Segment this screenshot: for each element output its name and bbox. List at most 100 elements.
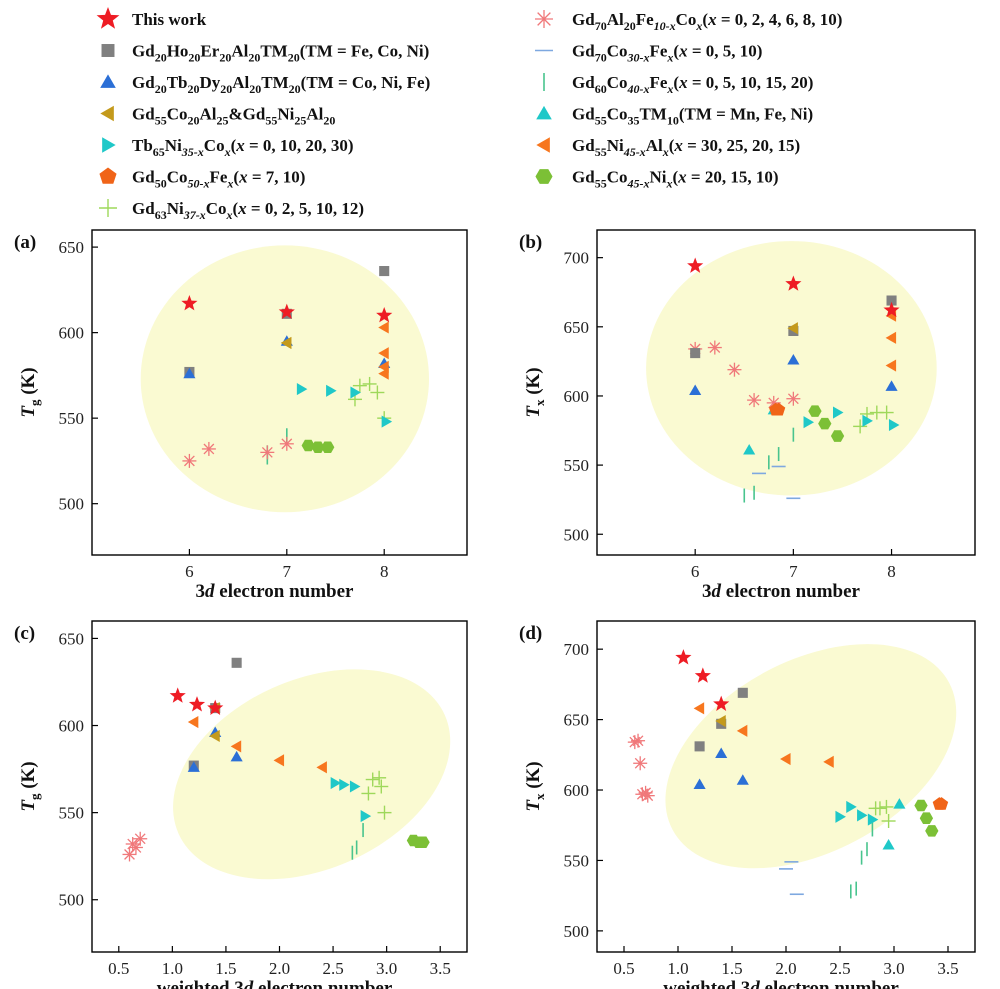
y-tick-label: 650 xyxy=(59,238,85,257)
x-tick-label: 0.5 xyxy=(613,959,634,978)
y-tick-label: 700 xyxy=(564,249,590,268)
y-tick-label: 500 xyxy=(59,891,85,910)
x-tick-label: 3.0 xyxy=(376,959,397,978)
panel-c: 0.5 1.0 1.5 2.0 2.5 3.0 3.5 500 550 600 650 (c) weig… xyxy=(14,620,468,989)
series-gd70co xyxy=(752,465,801,500)
legend-marker-gdalfe xyxy=(535,10,553,28)
y-axis-label: Tx (K) xyxy=(523,761,547,811)
data-point xyxy=(786,391,801,406)
y-tick-label: 600 xyxy=(564,781,590,800)
x-tick-label: 1.5 xyxy=(721,959,742,978)
data-point xyxy=(181,295,198,311)
series-gdconi xyxy=(406,834,430,849)
data-point xyxy=(675,649,692,665)
data-point xyxy=(713,695,730,711)
data-point xyxy=(378,321,389,334)
legend-label-gdcoal: Gd55Co20Al25&Gd55Ni25Al20 xyxy=(132,105,335,128)
y-axis-label: Tx (K) xyxy=(523,367,547,417)
data-point xyxy=(872,801,887,816)
series-gdcoal xyxy=(715,714,726,728)
panel-d: 0.5 1.0 1.5 2.0 2.5 3.0 3.5 500 550 600 650 700 (d) w… xyxy=(519,620,976,989)
x-tick-label: 8 xyxy=(887,562,896,581)
y-tick-label: 500 xyxy=(564,525,590,544)
data-point xyxy=(321,441,335,453)
data-point xyxy=(888,418,900,432)
plot-frame xyxy=(91,229,468,556)
series-gd60co xyxy=(743,427,795,503)
data-point xyxy=(374,779,389,794)
legend-label-gdni: Gd63Ni37-xCox(x = 0, 2, 5, 10, 12) xyxy=(132,199,364,222)
x-tick-label: 6 xyxy=(185,562,194,581)
legend-label-gd70co: Gd70Co30-xFex(x = 0, 5, 10) xyxy=(572,42,762,65)
data-point xyxy=(376,307,393,323)
data-point xyxy=(879,405,894,420)
x-tick-label: 6 xyxy=(691,562,700,581)
y-tick-label: 500 xyxy=(564,922,590,941)
data-point xyxy=(311,441,325,453)
series-thiswork xyxy=(687,257,900,318)
data-point xyxy=(378,347,389,360)
series-gd55tm xyxy=(882,798,906,850)
x-tick-label: 2.5 xyxy=(322,959,343,978)
y-tick-label: 700 xyxy=(564,640,590,659)
y-axis-label: Tg (K) xyxy=(18,367,42,417)
y-tick-label: 650 xyxy=(564,318,590,337)
data-point xyxy=(736,724,748,737)
y-tick-label: 550 xyxy=(59,804,85,823)
data-point xyxy=(183,367,196,379)
data-point xyxy=(280,336,292,349)
y-tick-label: 550 xyxy=(564,456,590,475)
series-gdni xyxy=(853,405,894,434)
x-axis-label: weighted 3d electron number xyxy=(663,978,899,989)
legend-marker-gdhoer xyxy=(101,44,115,57)
series-thiswork xyxy=(181,295,393,323)
data-point xyxy=(370,385,385,400)
data-point xyxy=(885,380,898,391)
x-tick-label: 0.5 xyxy=(108,959,129,978)
data-point xyxy=(736,774,749,785)
y-tick-label: 550 xyxy=(564,851,590,870)
data-point xyxy=(883,301,900,318)
data-point xyxy=(823,755,834,768)
data-point xyxy=(882,839,895,850)
legend-marker-gdnial xyxy=(536,137,550,153)
legend-label-gd60co: Gd60Co40-xFex(x = 0, 5, 10, 15, 20) xyxy=(572,73,813,96)
legend-label-gdconi: Gd55Co45-xNix(x = 20, 15, 10) xyxy=(572,168,779,191)
data-point xyxy=(808,405,822,417)
legend-label-gd55tm: Gd55Co35TM10(TM = Mn, Fe, Ni) xyxy=(572,105,813,128)
legend-label-gdhoer: Gd20Ho20Er20Al20TM20(TM = Fe, Co, Ni) xyxy=(132,42,429,65)
panel-label: (c) xyxy=(14,623,35,644)
data-point xyxy=(279,436,294,451)
data-point xyxy=(349,780,361,793)
data-point xyxy=(631,733,646,748)
legend-label-tbni: Tb65Ni35-xCox(x = 0, 10, 20, 30) xyxy=(132,136,354,159)
highlight-ellipse xyxy=(646,241,937,496)
data-point xyxy=(316,761,327,774)
data-point xyxy=(857,809,868,822)
x-axis-label: weighted 3d electron number xyxy=(157,978,393,989)
data-point xyxy=(715,747,728,758)
data-point xyxy=(187,715,199,729)
data-point xyxy=(690,348,701,359)
series-gdconi xyxy=(301,439,335,453)
data-point xyxy=(737,687,748,698)
data-point xyxy=(879,799,894,814)
x-tick-label: 1.5 xyxy=(215,959,236,978)
data-point xyxy=(830,430,845,442)
legend-marker-tbni xyxy=(102,137,116,153)
series-gdalfe xyxy=(182,436,294,468)
series-tbni xyxy=(296,383,393,428)
data-point xyxy=(862,414,873,427)
legend-marker-gdtbdy xyxy=(100,74,116,88)
highlight-ellipse xyxy=(140,245,430,513)
data-point xyxy=(209,729,220,743)
data-point xyxy=(743,443,756,455)
data-point xyxy=(835,810,846,823)
series-gdcoal xyxy=(280,336,292,349)
data-point xyxy=(715,714,726,728)
x-tick-label: 2.0 xyxy=(775,959,796,978)
panel-label: (a) xyxy=(14,232,36,253)
legend-marker-gdcofe50 xyxy=(99,167,117,184)
x-tick-label: 7 xyxy=(283,562,292,581)
data-point xyxy=(885,359,897,372)
